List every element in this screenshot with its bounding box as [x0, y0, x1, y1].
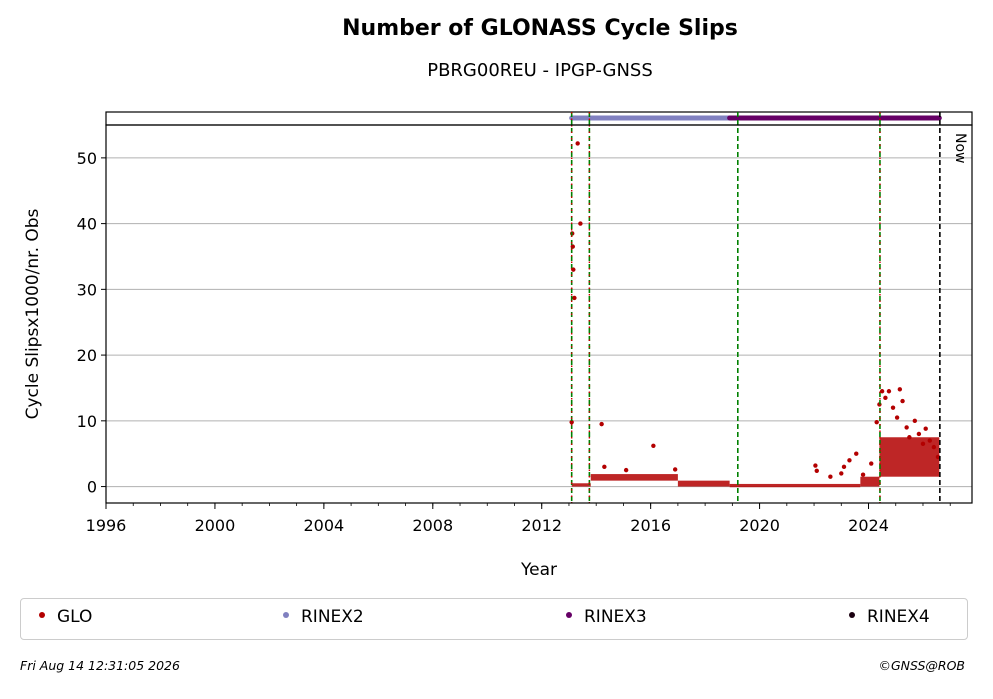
- glo-point-38: [935, 454, 941, 460]
- glo-point-30: [904, 425, 909, 430]
- x-tick-label-5: 2016: [630, 516, 671, 535]
- glo-point-2: [570, 244, 575, 249]
- dense-band-0: [571, 483, 591, 487]
- x-tick-label-0: 1996: [86, 516, 127, 535]
- glo-point-25: [886, 389, 892, 394]
- x-tick-label-7: 2024: [848, 516, 889, 535]
- now-label: Now: [952, 133, 968, 164]
- glo-point-12: [813, 463, 818, 468]
- glo-point-17: [847, 458, 852, 463]
- glo-point-23: [879, 389, 885, 394]
- y-axis-ticks: 0 10 20 30 40 50: [77, 149, 106, 497]
- y-tick-label-1: 10: [77, 412, 97, 431]
- glo-point-4: [572, 295, 577, 301]
- chart-subtitle: PBRG00REU - IPGP-GNSS: [427, 60, 653, 81]
- y-axis-label: Cycle Slipsx1000/nr. Obs: [23, 208, 43, 419]
- chart-title: Number of GLONASS Cycle Slips: [342, 16, 738, 41]
- glo-point-5: [575, 141, 580, 146]
- legend: GLO RINEX2 RINEX3 RINEX4: [20, 598, 968, 640]
- event-lines: [570, 112, 941, 503]
- glo-point-34: [920, 441, 926, 447]
- glo-marker-icon: [39, 612, 45, 618]
- dense-band-3: [729, 483, 861, 488]
- x-axis-ticks: 1996 2000 2004 2008 2012 2016 2020 2024: [86, 503, 951, 535]
- dense-band-4: [860, 476, 880, 487]
- glo-point-10: [623, 467, 629, 473]
- glo-point-28: [897, 387, 903, 392]
- glo-point-27: [894, 415, 900, 420]
- legend-item-glo: GLO: [39, 607, 92, 627]
- x-tick-label-1: 2000: [195, 516, 236, 535]
- glo-point-31: [907, 435, 912, 440]
- glo-point-29: [900, 398, 905, 404]
- glo-point-20: [869, 461, 874, 466]
- dense-band-2: [677, 480, 730, 487]
- legend-item-rinex3: RINEX3: [566, 607, 647, 627]
- low-value-band: [571, 437, 940, 488]
- glo-point-15: [839, 471, 844, 476]
- y-tick-label-5: 50: [77, 149, 97, 168]
- grid-lines: [106, 157, 972, 488]
- timestamp: Fri Aug 14 12:31:05 2026: [20, 658, 180, 673]
- x-tick-label-3: 2008: [412, 516, 453, 535]
- glo-point-13: [814, 468, 819, 473]
- y-tick-label-3: 30: [77, 280, 97, 299]
- dense-band-1: [590, 474, 678, 481]
- rinex3-marker-icon: [566, 612, 572, 618]
- rinex4-marker-icon: [849, 612, 855, 618]
- glo-point-18: [854, 451, 859, 456]
- x-axis-label: Year: [520, 560, 557, 580]
- glo-point-0: [569, 419, 574, 425]
- glo-point-32: [912, 418, 918, 424]
- x-tick-label-6: 2020: [739, 516, 780, 535]
- dense-band-5: [879, 437, 940, 477]
- glo-point-26: [890, 405, 896, 410]
- cycle-slips-chart: 1996 2000 2004 2008 2012 2016 2020 2024 0 10 20 30…: [23, 111, 973, 580]
- rinex2-marker-icon: [283, 612, 289, 618]
- glo-point-7: [599, 421, 604, 427]
- glo-point-14: [828, 474, 833, 479]
- plot-frame: [105, 124, 973, 504]
- glo-point-33: [916, 431, 922, 437]
- glo-point-21: [874, 419, 879, 425]
- glo-point-9: [602, 464, 607, 470]
- legend-item-rinex4: RINEX4: [849, 607, 930, 627]
- glo-point-19: [860, 472, 866, 477]
- y-tick-label-4: 40: [77, 215, 97, 234]
- glo-point-8: [651, 443, 656, 449]
- y-tick-label-0: 0: [87, 478, 97, 497]
- glo-point-24: [883, 395, 888, 401]
- glo-point-37: [931, 444, 937, 450]
- glo-point-6: [578, 221, 583, 226]
- credit: ©GNSS@ROB: [878, 658, 965, 673]
- glo-point-16: [841, 464, 847, 470]
- x-tick-label-4: 2012: [521, 516, 562, 535]
- data-points: [569, 141, 941, 479]
- y-tick-label-2: 20: [77, 346, 97, 365]
- glo-point-35: [923, 426, 928, 431]
- legend-item-rinex2: RINEX2: [283, 607, 364, 627]
- glo-point-11: [672, 467, 678, 472]
- x-tick-label-2: 2004: [304, 516, 345, 535]
- glo-point-36: [927, 438, 932, 443]
